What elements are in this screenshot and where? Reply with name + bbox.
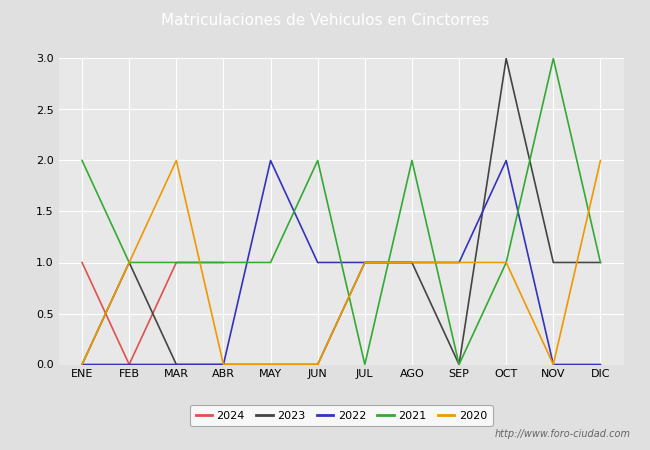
Text: http://www.foro-ciudad.com: http://www.foro-ciudad.com bbox=[495, 429, 630, 439]
Legend: 2024, 2023, 2022, 2021, 2020: 2024, 2023, 2022, 2021, 2020 bbox=[190, 405, 493, 426]
Text: Matriculaciones de Vehiculos en Cinctorres: Matriculaciones de Vehiculos en Cinctorr… bbox=[161, 13, 489, 28]
